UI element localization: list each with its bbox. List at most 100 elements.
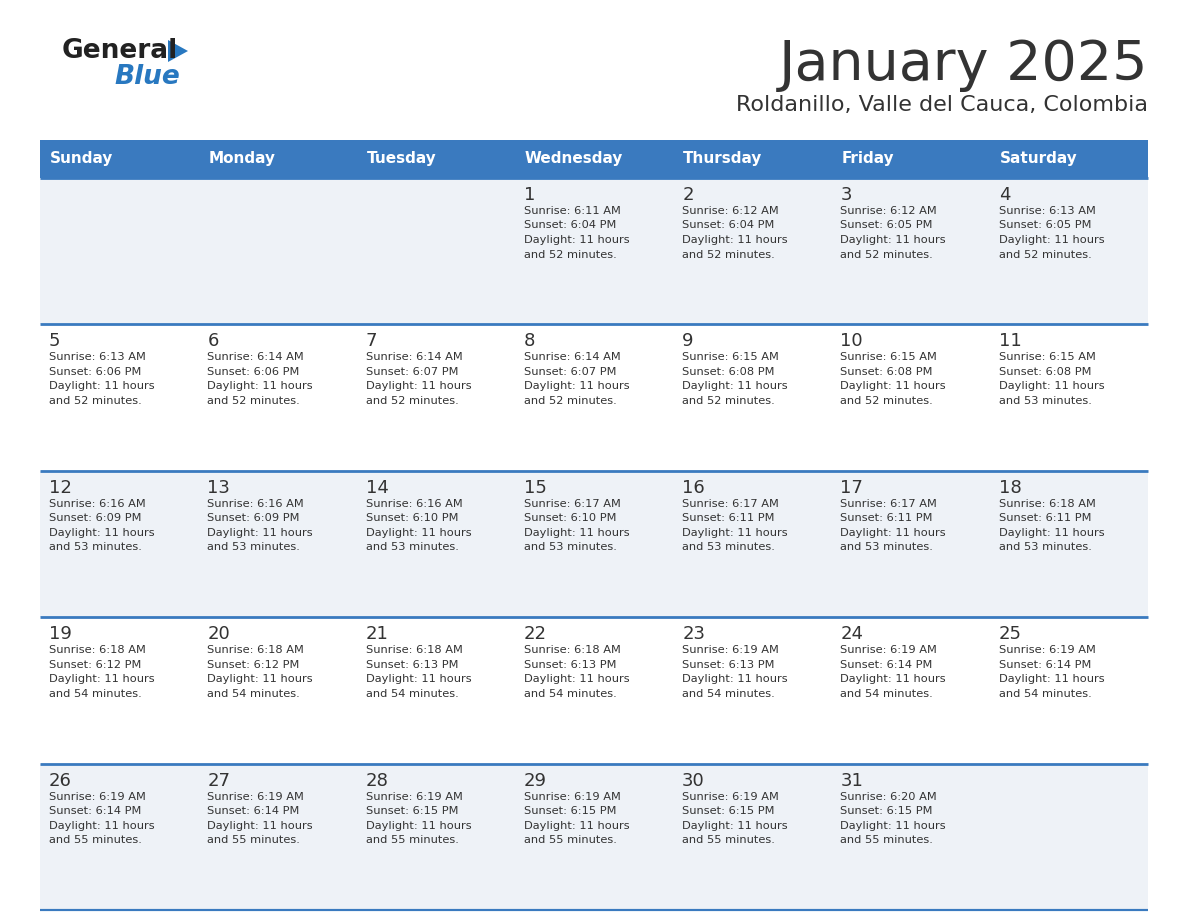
Text: Sunday: Sunday: [50, 151, 113, 166]
Text: Daylight: 11 hours: Daylight: 11 hours: [999, 381, 1105, 391]
Bar: [40, 324, 1148, 471]
Text: Daylight: 11 hours: Daylight: 11 hours: [682, 674, 788, 684]
Text: and 55 minutes.: and 55 minutes.: [524, 835, 617, 845]
Text: Sunset: 6:11 PM: Sunset: 6:11 PM: [682, 513, 775, 523]
Text: and 55 minutes.: and 55 minutes.: [840, 835, 934, 845]
Text: Sunset: 6:14 PM: Sunset: 6:14 PM: [49, 806, 141, 816]
Text: Sunrise: 6:15 AM: Sunrise: 6:15 AM: [682, 353, 779, 363]
Text: Thursday: Thursday: [683, 151, 763, 166]
Text: Friday: Friday: [841, 151, 895, 166]
Text: Wednesday: Wednesday: [525, 151, 624, 166]
Text: Sunset: 6:10 PM: Sunset: 6:10 PM: [524, 513, 617, 523]
Text: Sunrise: 6:19 AM: Sunrise: 6:19 AM: [524, 791, 621, 801]
Text: Daylight: 11 hours: Daylight: 11 hours: [49, 381, 154, 391]
Text: and 53 minutes.: and 53 minutes.: [999, 396, 1092, 406]
Text: 28: 28: [366, 772, 388, 789]
Text: Sunrise: 6:19 AM: Sunrise: 6:19 AM: [999, 645, 1095, 655]
Text: Daylight: 11 hours: Daylight: 11 hours: [524, 821, 630, 831]
Text: Sunrise: 6:15 AM: Sunrise: 6:15 AM: [840, 353, 937, 363]
Text: Daylight: 11 hours: Daylight: 11 hours: [999, 674, 1105, 684]
Text: Sunset: 6:04 PM: Sunset: 6:04 PM: [682, 220, 775, 230]
Text: Sunrise: 6:17 AM: Sunrise: 6:17 AM: [524, 498, 621, 509]
Text: Sunset: 6:11 PM: Sunset: 6:11 PM: [999, 513, 1092, 523]
Text: 14: 14: [366, 479, 388, 497]
Text: 23: 23: [682, 625, 706, 644]
Text: Sunrise: 6:13 AM: Sunrise: 6:13 AM: [999, 206, 1095, 216]
Text: 1: 1: [524, 186, 536, 204]
Text: 21: 21: [366, 625, 388, 644]
Text: Roldanillo, Valle del Cauca, Colombia: Roldanillo, Valle del Cauca, Colombia: [737, 95, 1148, 115]
Bar: [40, 140, 1148, 178]
Text: Daylight: 11 hours: Daylight: 11 hours: [366, 381, 472, 391]
Text: and 52 minutes.: and 52 minutes.: [524, 396, 617, 406]
Text: and 53 minutes.: and 53 minutes.: [49, 543, 141, 553]
Text: and 52 minutes.: and 52 minutes.: [682, 396, 775, 406]
Text: 16: 16: [682, 479, 704, 497]
Text: and 55 minutes.: and 55 minutes.: [207, 835, 301, 845]
Text: Daylight: 11 hours: Daylight: 11 hours: [49, 821, 154, 831]
Text: and 52 minutes.: and 52 minutes.: [366, 396, 459, 406]
Text: Sunset: 6:14 PM: Sunset: 6:14 PM: [999, 660, 1091, 670]
Text: Sunset: 6:13 PM: Sunset: 6:13 PM: [682, 660, 775, 670]
Text: 10: 10: [840, 332, 862, 351]
Text: Sunrise: 6:20 AM: Sunrise: 6:20 AM: [840, 791, 937, 801]
Text: Sunset: 6:15 PM: Sunset: 6:15 PM: [524, 806, 617, 816]
Text: and 55 minutes.: and 55 minutes.: [366, 835, 459, 845]
Text: Sunrise: 6:12 AM: Sunrise: 6:12 AM: [840, 206, 937, 216]
Text: 26: 26: [49, 772, 72, 789]
Text: Tuesday: Tuesday: [367, 151, 436, 166]
Text: Daylight: 11 hours: Daylight: 11 hours: [366, 528, 472, 538]
Text: Sunrise: 6:16 AM: Sunrise: 6:16 AM: [366, 498, 462, 509]
Text: and 52 minutes.: and 52 minutes.: [840, 250, 934, 260]
Text: Daylight: 11 hours: Daylight: 11 hours: [524, 381, 630, 391]
Text: Daylight: 11 hours: Daylight: 11 hours: [840, 674, 946, 684]
Text: Daylight: 11 hours: Daylight: 11 hours: [840, 528, 946, 538]
Text: Sunrise: 6:14 AM: Sunrise: 6:14 AM: [207, 353, 304, 363]
Text: Sunset: 6:09 PM: Sunset: 6:09 PM: [207, 513, 299, 523]
Text: Sunset: 6:04 PM: Sunset: 6:04 PM: [524, 220, 617, 230]
Text: 25: 25: [999, 625, 1022, 644]
Text: Sunrise: 6:11 AM: Sunrise: 6:11 AM: [524, 206, 621, 216]
Text: Sunset: 6:11 PM: Sunset: 6:11 PM: [840, 513, 933, 523]
Text: 11: 11: [999, 332, 1022, 351]
Text: Daylight: 11 hours: Daylight: 11 hours: [524, 528, 630, 538]
Text: Sunrise: 6:19 AM: Sunrise: 6:19 AM: [49, 791, 146, 801]
Text: Sunset: 6:05 PM: Sunset: 6:05 PM: [840, 220, 933, 230]
Text: Sunset: 6:13 PM: Sunset: 6:13 PM: [366, 660, 459, 670]
Text: 18: 18: [999, 479, 1022, 497]
Text: Daylight: 11 hours: Daylight: 11 hours: [207, 674, 312, 684]
Text: Sunrise: 6:18 AM: Sunrise: 6:18 AM: [999, 498, 1095, 509]
Text: 9: 9: [682, 332, 694, 351]
Text: Sunset: 6:10 PM: Sunset: 6:10 PM: [366, 513, 459, 523]
Bar: [40, 617, 1148, 764]
Text: Daylight: 11 hours: Daylight: 11 hours: [999, 235, 1105, 245]
Text: 12: 12: [49, 479, 72, 497]
Text: Sunset: 6:08 PM: Sunset: 6:08 PM: [840, 367, 933, 377]
Text: and 53 minutes.: and 53 minutes.: [840, 543, 934, 553]
Text: and 55 minutes.: and 55 minutes.: [49, 835, 141, 845]
Bar: [40, 178, 1148, 324]
Text: Sunrise: 6:14 AM: Sunrise: 6:14 AM: [524, 353, 620, 363]
Text: and 53 minutes.: and 53 minutes.: [207, 543, 301, 553]
Text: 15: 15: [524, 479, 546, 497]
Text: Sunset: 6:06 PM: Sunset: 6:06 PM: [49, 367, 141, 377]
Text: Blue: Blue: [114, 64, 179, 90]
Text: Sunrise: 6:18 AM: Sunrise: 6:18 AM: [49, 645, 146, 655]
Text: Sunrise: 6:19 AM: Sunrise: 6:19 AM: [682, 645, 779, 655]
Text: and 55 minutes.: and 55 minutes.: [682, 835, 775, 845]
Text: Daylight: 11 hours: Daylight: 11 hours: [999, 528, 1105, 538]
Text: Sunset: 6:08 PM: Sunset: 6:08 PM: [999, 367, 1092, 377]
Text: Daylight: 11 hours: Daylight: 11 hours: [682, 235, 788, 245]
Bar: [40, 471, 1148, 617]
Text: Sunrise: 6:18 AM: Sunrise: 6:18 AM: [524, 645, 621, 655]
Text: 20: 20: [207, 625, 230, 644]
Text: and 54 minutes.: and 54 minutes.: [366, 688, 459, 699]
Text: 22: 22: [524, 625, 546, 644]
Text: 27: 27: [207, 772, 230, 789]
Text: Daylight: 11 hours: Daylight: 11 hours: [840, 235, 946, 245]
Text: Sunrise: 6:17 AM: Sunrise: 6:17 AM: [682, 498, 779, 509]
Text: and 52 minutes.: and 52 minutes.: [524, 250, 617, 260]
Text: Sunset: 6:05 PM: Sunset: 6:05 PM: [999, 220, 1092, 230]
Text: Sunset: 6:14 PM: Sunset: 6:14 PM: [207, 806, 299, 816]
Text: 13: 13: [207, 479, 230, 497]
